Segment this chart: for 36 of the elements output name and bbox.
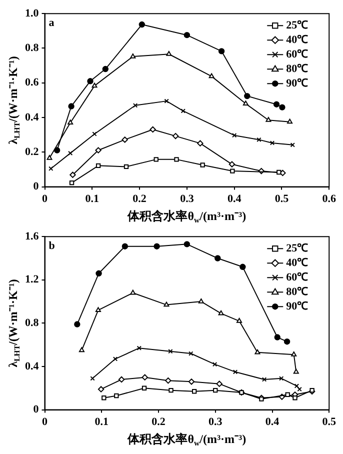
y-tick-label: 0 <box>33 180 40 193</box>
legend-label: 60℃ <box>286 271 308 284</box>
legend-label: 90℃ <box>286 300 308 312</box>
x-tick-label: 0.2 <box>152 416 166 428</box>
y-tick-label: 0 <box>33 404 40 416</box>
legend-label: 80℃ <box>286 62 308 75</box>
y-tick-label: 1.2 <box>25 274 40 286</box>
x-tick-label: 0 <box>42 193 48 206</box>
y-tick-label: 0.4 <box>25 111 40 124</box>
annotation: b <box>48 240 55 252</box>
x-tick-label: 0 <box>42 416 48 428</box>
legend-label: 40℃ <box>286 256 308 269</box>
legend-label: 80℃ <box>286 286 308 298</box>
y-tick-label: 0.8 <box>25 317 40 330</box>
legend-label: 90℃ <box>286 77 308 90</box>
legend-label: 60℃ <box>286 48 308 60</box>
y-tick-label: 1.0 <box>25 7 40 20</box>
y-tick-label: 0.6 <box>25 76 40 89</box>
x-tick-label: 0.1 <box>94 416 108 428</box>
x-tick-label: 0.6 <box>322 193 336 206</box>
legend-label: 25℃ <box>286 19 308 32</box>
x-tick-label: 0.5 <box>274 193 290 206</box>
x-tick-label: 0.4 <box>227 193 242 206</box>
y-tick-label: 1.6 <box>25 230 40 242</box>
x-tick-label: 0.3 <box>208 416 223 428</box>
x-tick-label: 0.5 <box>322 416 336 428</box>
y-tick-label: 0.2 <box>25 146 40 158</box>
y-tick-label: 0.8 <box>25 42 40 54</box>
x-tick-label: 0.3 <box>180 193 194 206</box>
legend-label: 25℃ <box>286 242 308 254</box>
x-tick-label: 0.1 <box>85 193 100 206</box>
x-tick-label: 0.2 <box>132 193 147 206</box>
annotation: a <box>48 16 55 29</box>
x-tick-label: 0.4 <box>265 416 280 428</box>
legend-label: 40℃ <box>286 34 308 46</box>
y-tick-label: 0.4 <box>25 360 40 372</box>
